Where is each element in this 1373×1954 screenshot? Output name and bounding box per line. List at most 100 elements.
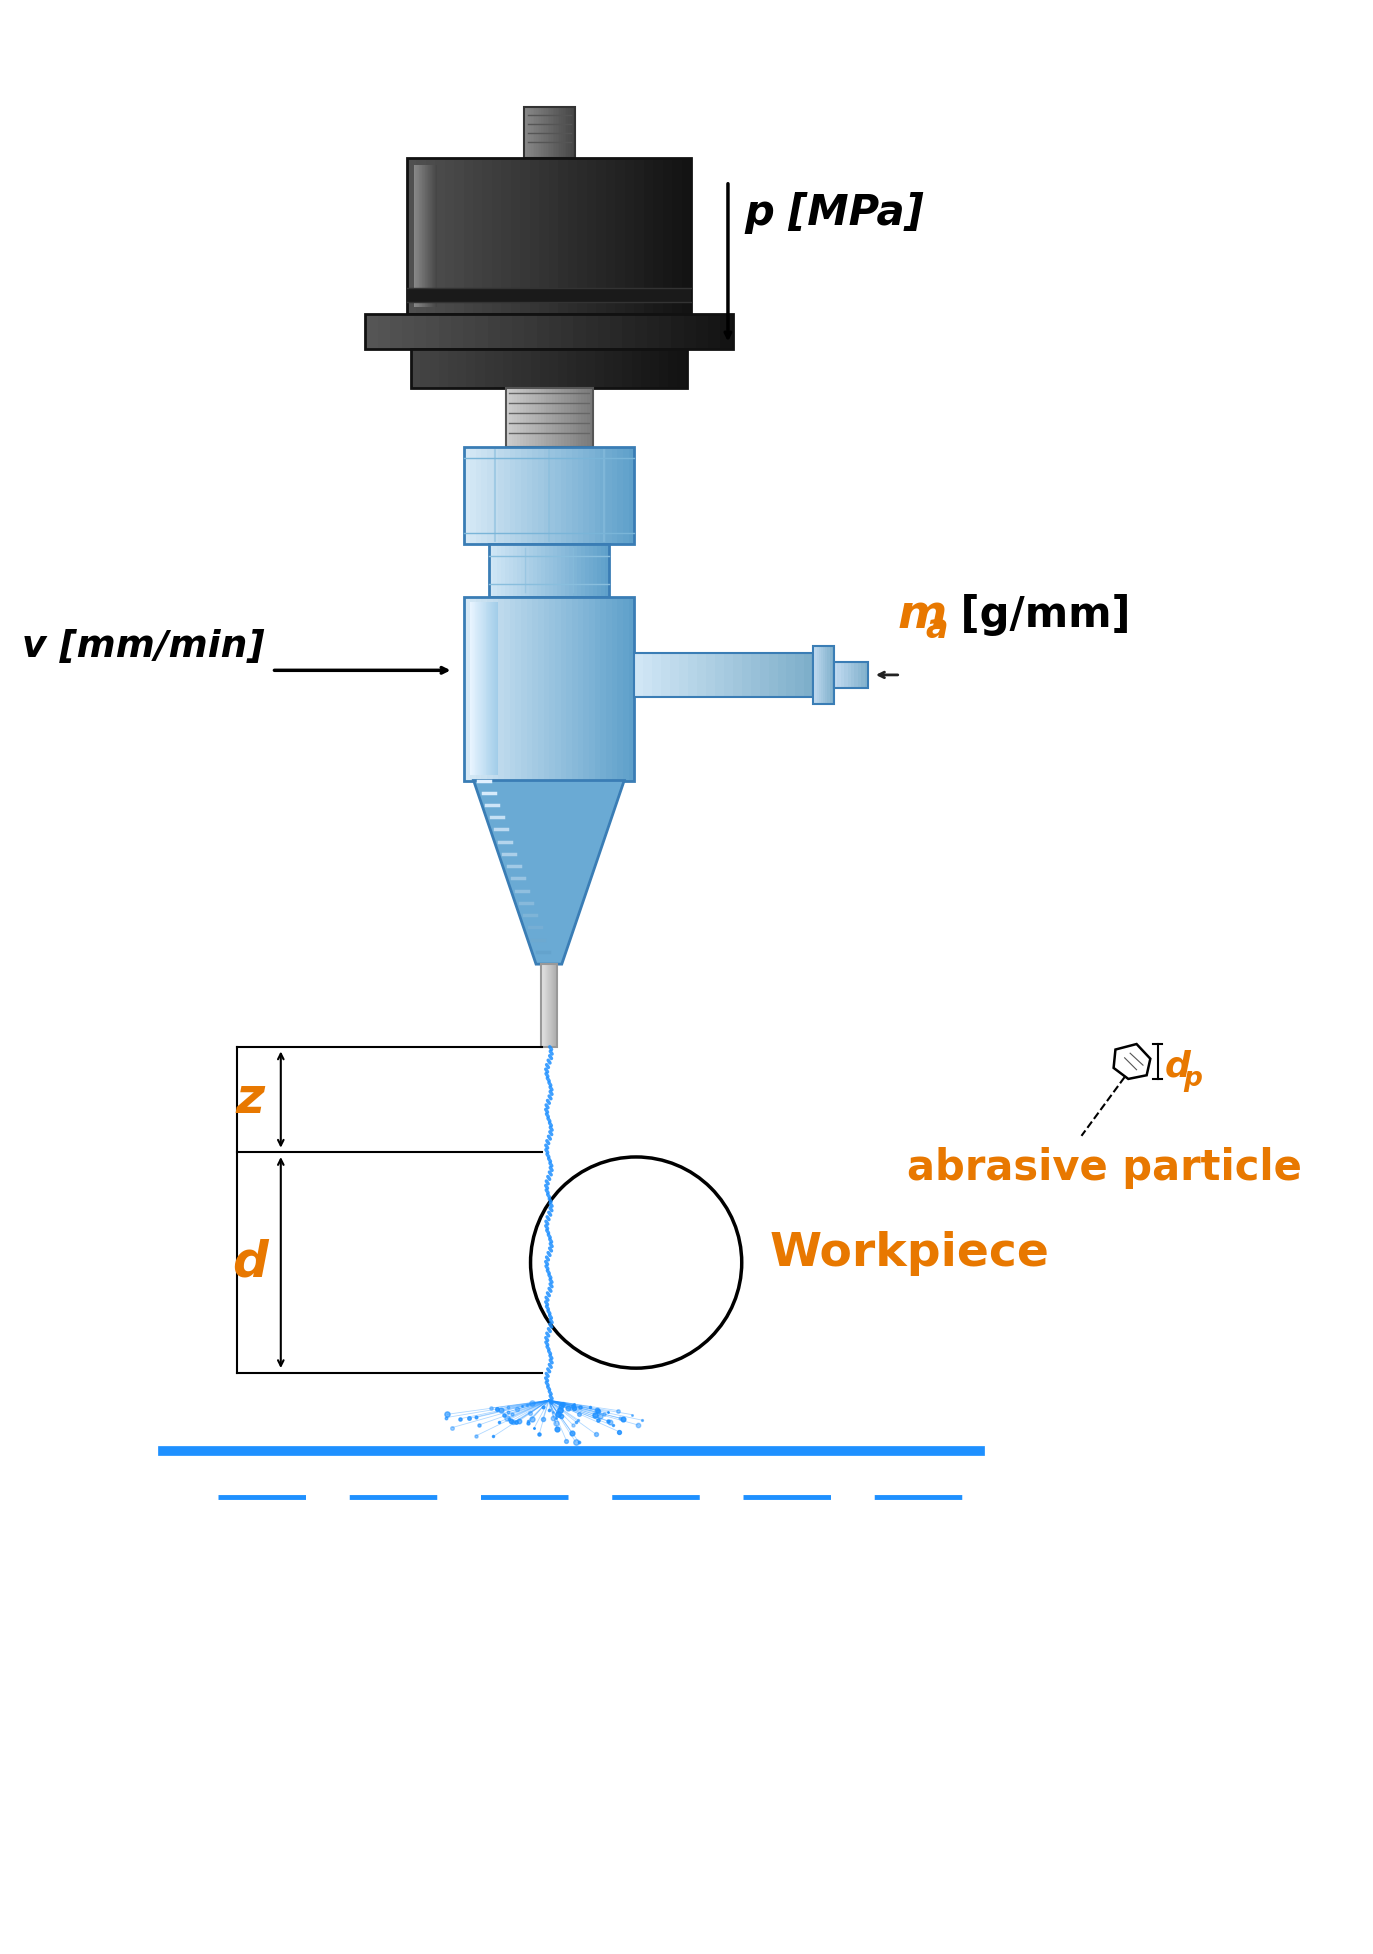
Bar [549,387,553,447]
Bar [515,596,522,780]
Bar [523,387,527,447]
Bar [475,602,476,776]
Bar [566,107,568,158]
Bar [551,107,553,158]
Bar [493,602,494,776]
Bar [545,543,549,596]
Bar [549,350,559,387]
Bar [581,543,585,596]
Bar [566,596,573,780]
Bar [847,662,851,688]
Bar [557,350,567,387]
Bar [497,602,498,776]
Bar [390,315,402,350]
Bar [595,350,604,387]
Bar [622,315,636,350]
Bar [555,596,562,780]
Bar [597,315,611,350]
Bar [833,662,869,688]
Bar [489,543,494,596]
Bar [634,653,813,698]
Bar [706,653,715,698]
Bar [475,315,489,350]
Bar [494,602,496,776]
Bar [824,645,827,703]
Bar [534,107,537,158]
Bar [527,107,530,158]
Bar [553,543,557,596]
Bar [524,315,537,350]
Bar [625,158,634,315]
Bar [476,602,478,776]
Bar [632,350,641,387]
Bar [406,289,691,303]
Text: p [MPa]: p [MPa] [744,191,924,234]
Bar [629,596,634,780]
Bar [649,350,659,387]
Bar [566,447,573,543]
Bar [471,602,472,776]
Bar [426,158,435,315]
Bar [578,387,582,447]
Bar [535,387,538,447]
Bar [546,107,548,158]
Bar [487,602,489,776]
Bar [553,107,555,158]
Bar [494,350,504,387]
Bar [777,653,787,698]
Bar [600,596,607,780]
Bar [476,596,482,780]
Bar [578,447,584,543]
Bar [644,158,654,315]
Bar [518,387,520,447]
Bar [596,158,607,315]
Bar [721,315,733,350]
Bar [562,315,574,350]
Bar [511,158,520,315]
Bar [486,602,487,776]
Bar [618,596,623,780]
Bar [520,158,530,315]
Bar [493,543,497,596]
Bar [463,315,476,350]
Text: Workpiece: Workpiece [769,1231,1049,1276]
Bar [530,158,540,315]
Bar [677,350,686,387]
Bar [585,387,588,447]
Bar [708,315,721,350]
Bar [584,447,589,543]
Bar [670,653,680,698]
Bar [487,596,493,780]
Bar [464,158,474,315]
Bar [805,653,814,698]
Bar [489,602,490,776]
Bar [537,543,541,596]
Bar [590,387,593,447]
Text: v [mm/min]: v [mm/min] [22,629,264,664]
Bar [652,653,662,698]
Bar [478,602,479,776]
Bar [573,447,578,543]
Bar [445,158,454,315]
Polygon shape [1114,1043,1151,1079]
Bar [439,350,449,387]
Bar [415,315,427,350]
Bar [851,662,855,688]
Bar [533,107,534,158]
Bar [378,315,390,350]
Bar [474,158,483,315]
Bar [497,543,501,596]
Bar [610,315,623,350]
Bar [515,387,518,447]
Bar [816,645,818,703]
Bar [615,158,625,315]
Bar [688,653,697,698]
Bar [559,107,562,158]
Bar [467,350,476,387]
Bar [478,602,479,776]
Bar [505,387,593,447]
Bar [829,645,832,703]
Bar [578,596,584,780]
Bar [586,350,596,387]
Bar [564,107,567,158]
